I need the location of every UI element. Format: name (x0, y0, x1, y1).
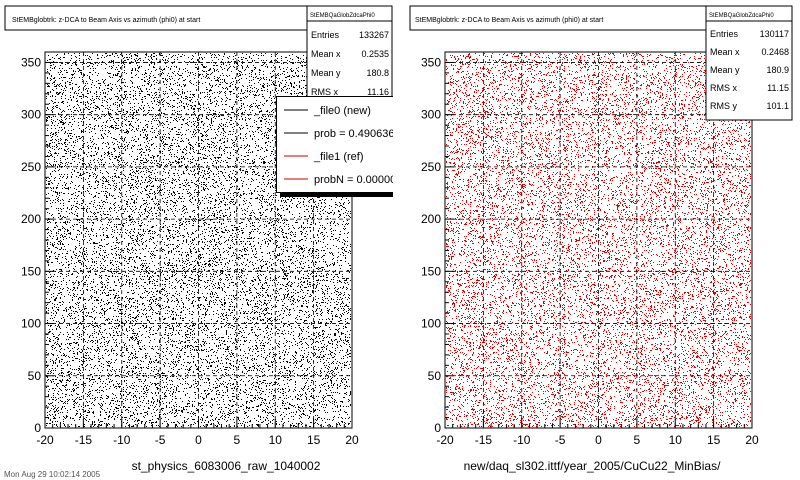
x-tick-label: -15 (475, 433, 493, 447)
left-panel: StEMBglobtrk: z-DCA to Beam Axis vs azim… (4, 5, 402, 473)
y-tick-label: 150 (421, 264, 441, 278)
left-stats-value-rms-x: 11.16 (367, 87, 389, 97)
right-stats-label-rms-y: RMS y (710, 101, 738, 111)
scatter-point-cloud (46, 53, 351, 427)
left-scatter-points (46, 53, 351, 427)
right-stats-label-entries: Entries (710, 29, 739, 39)
right-stats-box: StEMBQaGlobZdcaPhi0 Entries 130117 Mean … (705, 5, 793, 121)
legend-label-file1: _file1 (ref) (313, 151, 364, 163)
right-scatter-points (446, 53, 751, 427)
left-stats-label-mean-y: Mean y (311, 68, 341, 78)
legend-box: _file0 (new) prob = 0.490636 _file1 (ref… (276, 96, 402, 197)
x-tick-label: -10 (113, 433, 131, 447)
x-tick-label: -20 (436, 433, 454, 447)
right-stats-value-rms-y: 101.1 (766, 101, 789, 111)
legend-label-probn: probN = 0.000000 (314, 174, 402, 186)
x-tick-label: 20 (745, 433, 759, 447)
x-tick-label: -20 (36, 433, 54, 447)
left-stats-label-mean-x: Mean x (311, 49, 341, 59)
y-tick-label: 350 (21, 55, 41, 69)
left-stats-value-mean-x: 0.2535 (361, 49, 389, 59)
y-tick-label: 50 (428, 369, 442, 383)
y-tick-label: 150 (21, 264, 41, 278)
x-tick-label: -10 (513, 433, 531, 447)
y-tick-label: 300 (21, 108, 41, 122)
left-title-box (4, 5, 308, 31)
y-tick-label: 50 (28, 369, 42, 383)
right-stats-label-mean-x: Mean x (710, 47, 740, 57)
x-tick-label: 0 (595, 433, 602, 447)
right-panel: StEMBglobtrk: z-DCA to Beam Axis vs azim… (409, 5, 793, 473)
x-tick-label: -5 (555, 433, 566, 447)
right-stats-value-mean-y: 180.9 (766, 65, 789, 75)
left-stats-value-mean-y: 180.8 (366, 68, 389, 78)
x-tick-label: -5 (155, 433, 166, 447)
x-tick-label: 20 (345, 433, 359, 447)
right-stats-value-rms-x: 11.15 (767, 83, 789, 93)
left-stats-box: StEMBQaGlobZdcaPhi0 Entries 133267 Mean … (306, 5, 393, 111)
legend-frame (276, 96, 393, 193)
y-tick-label: 0 (34, 421, 41, 435)
right-stats-value-entries: 130117 (760, 29, 789, 39)
right-stats-label-rms-x: RMS x (710, 83, 738, 93)
right-title: StEMBglobtrk: z-DCA to Beam Axis vs azim… (415, 17, 603, 24)
right-stats-label-mean-y: Mean y (710, 65, 740, 75)
y-tick-label: 350 (421, 55, 441, 69)
y-tick-label: 200 (21, 212, 41, 226)
y-tick-label: 200 (421, 212, 441, 226)
x-tick-label: 5 (634, 433, 641, 447)
y-tick-label: 0 (434, 421, 441, 435)
left-stats-name: StEMBQaGlobZdcaPhi0 (310, 13, 375, 19)
x-tick-label: 10 (669, 433, 683, 447)
legend-label-file0: _file0 (new) (313, 105, 371, 117)
right-stats-name: StEMBQaGlobZdcaPhi0 (709, 13, 774, 19)
x-tick-label: -15 (75, 433, 93, 447)
right-grid (445, 52, 752, 428)
x-tick-label: 10 (269, 433, 283, 447)
left-stats-label-rms-x: RMS x (311, 87, 339, 97)
y-tick-label: 100 (21, 317, 41, 331)
scatter-point-cloud (446, 53, 751, 427)
x-tick-label: 0 (195, 433, 202, 447)
left-x-axis-label: st_physics_6083006_raw_1040002 (132, 459, 321, 473)
y-tick-label: 100 (421, 317, 441, 331)
left-stats-label-entries: Entries (311, 30, 340, 40)
x-tick-label: 5 (234, 433, 241, 447)
y-tick-label: 250 (421, 160, 441, 174)
x-tick-label: 15 (707, 433, 721, 447)
y-tick-label: 250 (21, 160, 41, 174)
right-x-axis-label: new/daq_sl302.ittf/year_2005/CuCu22_MinB… (464, 459, 721, 473)
left-title: StEMBglobtrk: z-DCA to Beam Axis vs azim… (12, 17, 200, 24)
x-tick-label: 15 (307, 433, 321, 447)
legend-label-prob: prob = 0.490636 (314, 128, 394, 140)
footer-timestamp: Mon Aug 29 10:02:14 2005 (4, 470, 101, 479)
y-tick-label: 300 (421, 108, 441, 122)
right-stats-value-mean-x: 0.2468 (761, 47, 789, 57)
left-stats-value-entries: 133267 (359, 30, 389, 40)
